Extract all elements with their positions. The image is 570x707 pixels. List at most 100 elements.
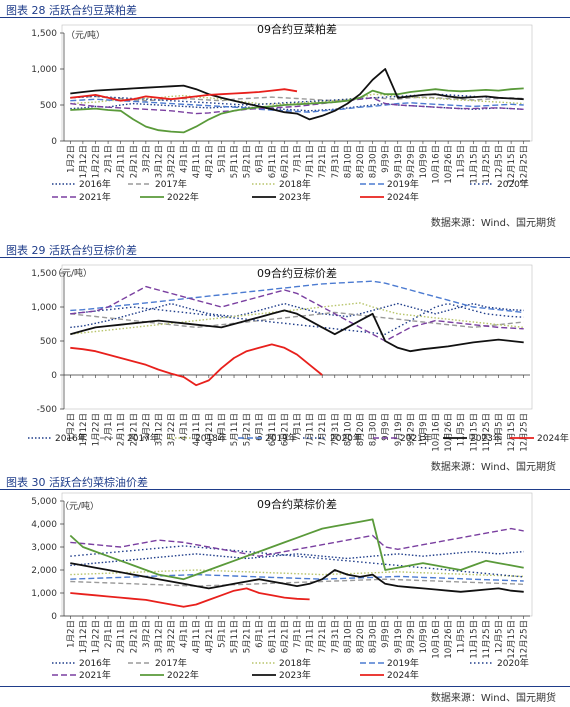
legend-label-2023: 2023年: [279, 191, 311, 203]
x-tick-label: 4月11日: [192, 413, 202, 446]
x-tick-label: 9月19日: [394, 413, 404, 446]
legend-label-2017: 2017年: [155, 178, 187, 190]
x-tick-label: 3月12日: [154, 145, 164, 178]
x-tick-label: 5月1日: [217, 620, 227, 648]
x-tick-label: 12月5日: [495, 620, 505, 653]
x-tick-label: 10月26日: [444, 145, 454, 184]
x-tick-label: 5月1日: [217, 145, 227, 173]
legend-label-2023: 2023年: [279, 669, 311, 681]
x-tick-label: 9月29日: [406, 620, 416, 653]
x-tick-label: 6月11日: [268, 413, 278, 446]
x-tick-label: 3月2日: [142, 620, 152, 648]
y-tick-label: 2,000: [31, 566, 57, 576]
figure-panel-29: 图表 29 活跃合约豆棕价差 09合约豆棕价差 （元/吨） -500 0 500 1,00…: [0, 236, 570, 473]
series-line-2024: [70, 343, 323, 387]
y-tick-label: 3,000: [31, 543, 57, 553]
y-tick-label: 1,000: [31, 65, 57, 75]
legend-label-2024: 2024年: [387, 191, 419, 203]
legend-label-2018: 2018年: [279, 657, 311, 669]
legend-label-2022: 2022年: [167, 191, 199, 203]
y-tick-label: 500: [40, 337, 57, 347]
series-line-2018: [70, 302, 524, 335]
x-tick-label: 3月22日: [167, 145, 177, 178]
series-line-2022: [69, 518, 524, 581]
legend-label-2017: 2017年: [155, 657, 187, 669]
legend-label-2023: 2023年: [470, 432, 502, 444]
source-note: 数据来源：Wind、国元期货: [430, 218, 556, 229]
legend-label-2021: 2021年: [79, 191, 111, 203]
x-tick-label: 8月30日: [369, 620, 379, 653]
legend-label-2016: 2016年: [79, 178, 111, 190]
chart-soy-rapeseed-meal-spread: 09合约豆菜粕差 （元/吨） 0 500 1,000 1,500 1月2日 1月12日 1月22…: [31, 22, 533, 203]
x-tick-label: 7月1日: [293, 620, 303, 648]
x-tick-label: 6月1日: [255, 413, 265, 441]
x-tick-label: 4月11日: [192, 620, 202, 653]
x-tick-label: 7月21日: [318, 145, 328, 178]
legend-label-2021: 2021年: [400, 432, 432, 444]
x-tick-label: 9月29日: [406, 145, 416, 178]
legend-label-2024: 2024年: [387, 669, 419, 681]
y-tick-label: -500: [37, 405, 58, 415]
x-tick-label: 12月25日: [520, 620, 530, 659]
source-note: 数据来源：Wind、国元期货: [430, 462, 556, 473]
y-tick-label: 0: [51, 137, 57, 147]
series-line-2021: [70, 527, 524, 557]
x-tick-label: 8月30日: [369, 145, 379, 178]
figure-caption: 图表 30 活跃合约菜棕油价差: [6, 476, 148, 489]
x-tick-label: 7月21日: [318, 620, 328, 653]
chart-soy-palm-spread: 09合约豆棕价差 （元/吨） -500 0 500 1,000 1,500 1月2日 1月12日…: [28, 264, 569, 452]
y-tick-label: 0: [51, 612, 57, 622]
legend-label-2020: 2020年: [497, 657, 529, 669]
series-line-2021: [70, 285, 524, 342]
x-tick-label: 10月9日: [419, 145, 429, 178]
x-tick-label: 4月21日: [205, 620, 215, 653]
x-tick-label: 7月11日: [306, 620, 316, 653]
series-line-2016: [70, 550, 524, 567]
y-axis-unit: （元/吨）: [66, 29, 105, 41]
x-tick-label: 12月15日: [507, 620, 517, 659]
x-tick-label: 12月25日: [520, 413, 530, 452]
y-axis-unit: （元/吨）: [60, 500, 99, 512]
x-tick-label: 2月21日: [129, 145, 139, 178]
series-line-2020: [70, 545, 524, 578]
x-tick-label: 1月12日: [79, 620, 89, 653]
x-tick-label: 4月21日: [205, 145, 215, 178]
x-tick-label: 9月29日: [406, 413, 416, 446]
series-line-2023: [70, 562, 524, 593]
x-tick-label: 9月9日: [381, 413, 391, 441]
y-tick-label: 1,000: [31, 589, 57, 599]
x-tick-label: 5月21日: [243, 413, 253, 446]
legend-label-2022: 2022年: [167, 669, 199, 681]
series-line-2020: [70, 302, 524, 335]
x-tick-label: 3月12日: [154, 413, 164, 446]
series-line-2024: [70, 88, 298, 102]
chart-title: 09合约豆棕价差: [257, 266, 337, 280]
chart-title: 09合约豆菜粕差: [257, 22, 337, 36]
y-tick-label: 500: [40, 101, 57, 111]
x-tick-label: 4月11日: [192, 145, 202, 178]
x-tick-label: 2月11日: [117, 620, 127, 653]
x-tick-label: 7月1日: [293, 145, 303, 173]
x-tick-label: 5月11日: [230, 620, 240, 653]
x-tick-label: 11月25日: [482, 413, 492, 452]
x-tick-label: 10月9日: [419, 620, 429, 653]
x-tick-label: 1月22日: [91, 145, 101, 178]
x-tick-label: 6月11日: [268, 620, 278, 653]
x-tick-label: 1月12日: [79, 145, 89, 178]
x-tick-label: 4月1日: [180, 413, 190, 441]
y-tick-label: 1,500: [31, 269, 57, 279]
source-note: 数据来源：Wind、国元期货: [430, 693, 556, 704]
x-tick-label: 2月1日: [104, 413, 114, 441]
x-tick-label: 5月21日: [243, 620, 253, 653]
x-tick-label: 3月2日: [142, 413, 152, 441]
legend-label-2017: 2017年: [127, 432, 159, 444]
x-tick-label: 6月1日: [255, 620, 265, 648]
x-tick-label: 9月9日: [381, 620, 391, 648]
x-tick-label: 12月15日: [507, 413, 517, 452]
x-tick-label: 7月21日: [318, 413, 328, 446]
x-tick-label: 2月1日: [104, 145, 114, 173]
x-tick-label: 3月12日: [154, 620, 164, 653]
x-tick-label: 7月31日: [331, 145, 341, 178]
x-tick-label: 6月21日: [280, 620, 290, 653]
legend-label-2020: 2020年: [330, 432, 362, 444]
